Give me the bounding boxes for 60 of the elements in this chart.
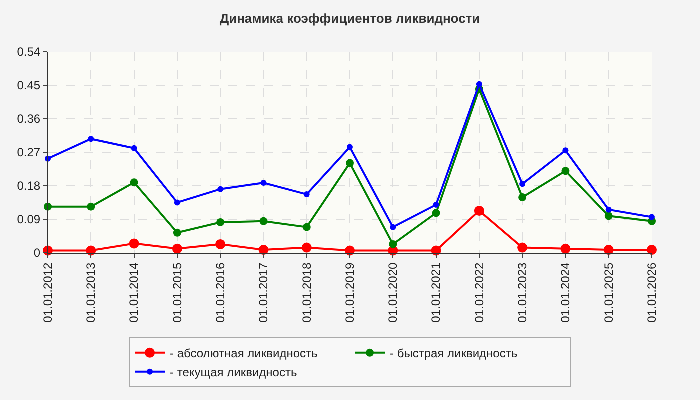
x-tick-label: 01.01.2023: [515, 262, 530, 323]
point: [518, 194, 527, 202]
point: [562, 167, 570, 176]
point: [260, 180, 267, 186]
point: [302, 242, 312, 253]
point: [216, 239, 226, 250]
x-tick-label: 01.01.2024: [558, 262, 573, 323]
x-tick-label: 01.01.2013: [84, 262, 98, 323]
point: [476, 81, 482, 88]
y-tick-label: 0.54: [17, 45, 41, 60]
point: [87, 202, 96, 211]
point: [304, 192, 310, 198]
x-tick-label: 01.01.2012: [40, 262, 55, 323]
x-tick-label: 01.01.2021: [429, 262, 444, 323]
legend-label: - быстрая ликвидность: [390, 346, 518, 361]
point: [432, 209, 440, 218]
point: [649, 214, 655, 220]
x-tick-label: 01.01.2016: [213, 262, 228, 323]
y-tick-label: 0.09: [17, 212, 41, 227]
point: [520, 181, 526, 188]
point: [346, 159, 354, 168]
legend-label: - текущая ликвидность: [170, 366, 298, 380]
point: [130, 178, 138, 187]
point: [560, 244, 571, 254]
point: [302, 223, 311, 232]
point: [347, 144, 353, 150]
x-tick-label: 01.01.2022: [472, 262, 486, 323]
point: [172, 244, 182, 254]
point: [604, 212, 613, 220]
y-tick-label: 0.27: [17, 146, 41, 160]
x-tick-label: 01.01.2025: [602, 262, 616, 323]
x-tick-label: 01.01.2019: [342, 262, 357, 323]
y-tick-label: 0.18: [17, 179, 41, 194]
point: [433, 202, 440, 208]
point: [218, 186, 224, 192]
x-tick-label: 01.01.2014: [127, 262, 142, 323]
point: [518, 242, 528, 253]
point: [129, 238, 140, 249]
point: [131, 145, 138, 152]
chart-title: Динамика коэффициентов ликвидности: [220, 11, 480, 26]
x-tick-label: 01.01.2018: [300, 262, 314, 323]
point: [88, 136, 94, 142]
legend-label: - абсолютная ликвидность: [170, 346, 318, 361]
point: [606, 206, 612, 213]
y-tick-label: 0.36: [17, 112, 41, 126]
point: [173, 228, 182, 237]
point: [390, 224, 396, 230]
point: [474, 206, 484, 216]
point: [174, 200, 180, 206]
y-tick-label: 0: [34, 246, 41, 260]
x-tick-label: 01.01.2026: [644, 262, 659, 323]
point: [260, 217, 268, 226]
point: [216, 218, 225, 226]
y-tick-label: 0.45: [17, 78, 41, 93]
point: [389, 240, 398, 248]
point: [647, 245, 657, 256]
x-tick-label: 01.01.2017: [256, 262, 271, 323]
x-tick-label: 01.01.2015: [170, 262, 184, 323]
x-tick-label: 01.01.2020: [386, 262, 400, 323]
point: [562, 148, 569, 154]
